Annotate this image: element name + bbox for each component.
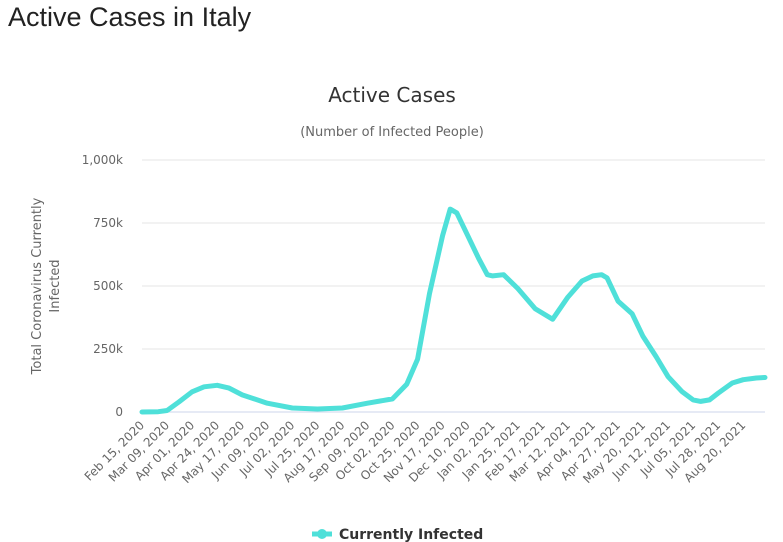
legend-label: Currently Infected (339, 527, 483, 542)
y-tick-label: 750k (93, 216, 123, 230)
y-tick-label: 250k (93, 342, 123, 356)
page-title: Active Cases in Italy (8, 2, 252, 32)
chart-subtitle: (Number of Infected People) (300, 125, 484, 140)
y-axis-label-line1: Total Coronavirus Currently (30, 197, 45, 375)
legend-marker-dot (317, 529, 327, 539)
y-tick-label: 500k (93, 279, 123, 293)
series-line-currently-infected[interactable] (139, 206, 768, 415)
y-tick-label: 1,000k (82, 153, 123, 167)
y-axis-label-line2: Infected (48, 259, 63, 312)
chart-title: Active Cases (328, 83, 456, 107)
y-tick-label: 0 (115, 405, 123, 419)
legend-item-currently-infected[interactable]: Currently Infected (312, 527, 483, 542)
